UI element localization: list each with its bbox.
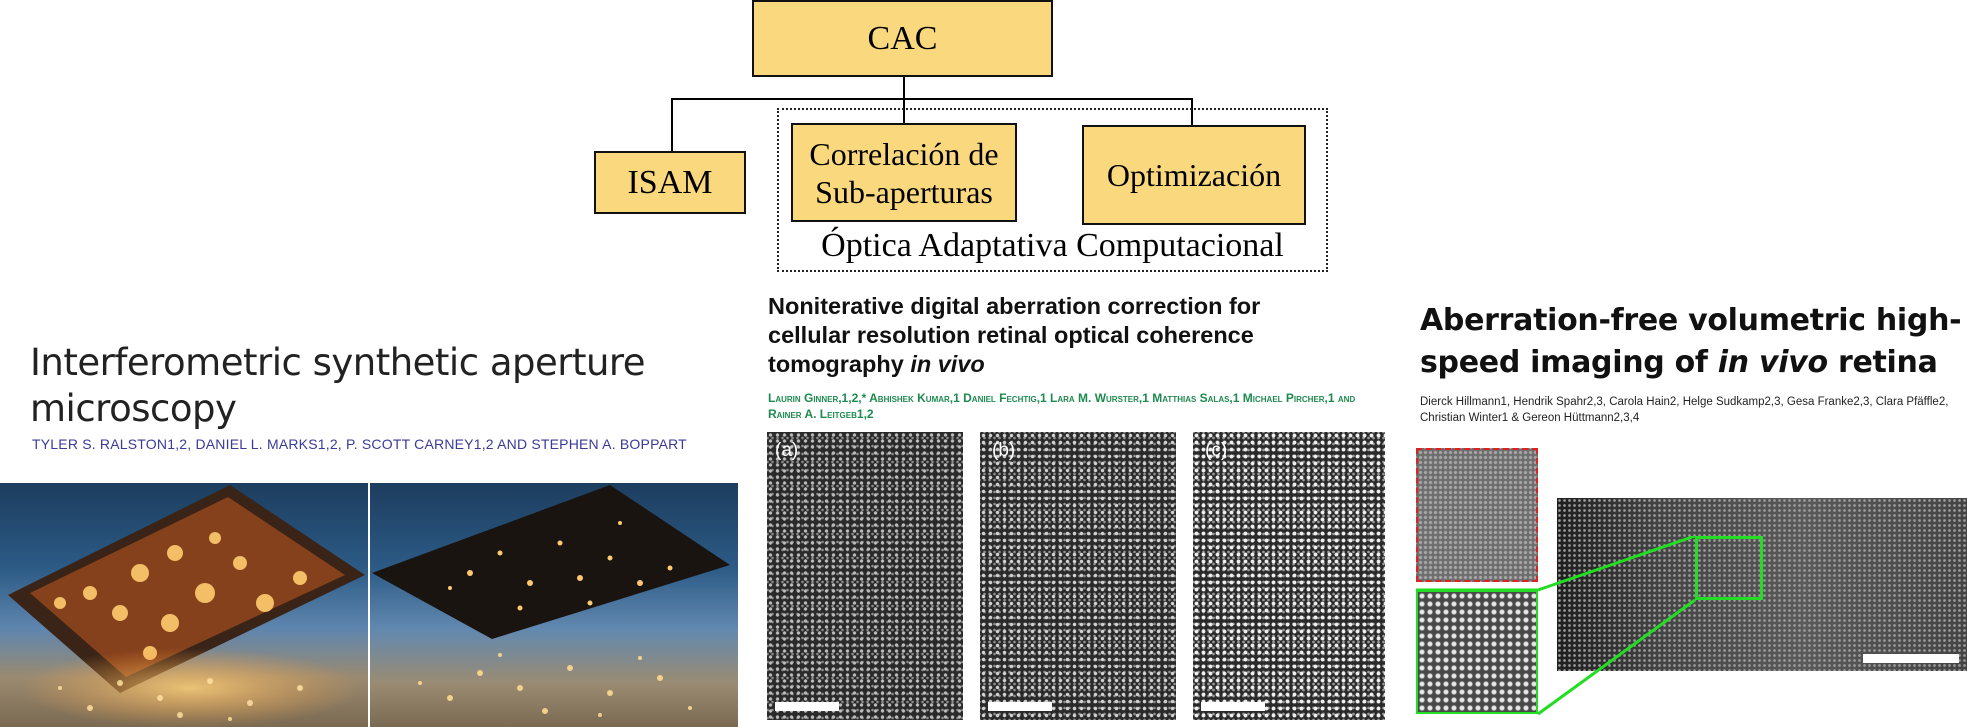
isam-render-left	[0, 483, 368, 727]
paper-isam-title: Interferometric synthetic aperture micro…	[30, 341, 646, 430]
oct-panel-b: (b)	[980, 432, 1176, 720]
oct-panel-b-label: (b)	[992, 440, 1016, 461]
retina-zoom-box	[1695, 536, 1763, 600]
connector-root-stem	[903, 77, 905, 99]
cao-group-label: Óptica Adaptativa Computacional	[821, 227, 1284, 264]
retina-inset-bottom	[1416, 590, 1538, 714]
oct-panel-a-scalebar	[775, 702, 839, 711]
cac-box: CAC	[752, 0, 1053, 77]
isam-label: ISAM	[627, 163, 713, 201]
paper-aberration-free-title-italic: in vivo	[1717, 345, 1828, 380]
paper-aberration-free-title-line1: Aberration-free volumetric high-	[1420, 303, 1962, 338]
cao-group-border	[777, 108, 1328, 272]
connector-optimizacion	[1191, 98, 1193, 125]
oct-panel-a-label: (a)	[775, 440, 799, 461]
connector-isam	[671, 98, 673, 151]
retina-scalebar	[1863, 654, 1959, 663]
paper-aberration-free-title-pre: speed imaging of	[1420, 345, 1708, 380]
paper-noniterative-title-italic: in vivo	[910, 351, 985, 377]
paper-aberration-free-authors: Dierck Hillmann1, Hendrik Spahr2,3, Caro…	[1420, 396, 1949, 424]
cac-label: CAC	[867, 19, 938, 57]
isam-render-left-graphic	[8, 485, 365, 727]
oct-panel-c-scalebar	[1201, 702, 1265, 711]
isam-render-right	[370, 483, 738, 727]
retina-main-image	[1557, 498, 1967, 671]
oct-panel-b-scalebar	[988, 702, 1052, 711]
paper-noniterative-authors: Laurin Ginner,1,2,* Abhishek Kumar,1 Dan…	[768, 391, 1356, 421]
oct-panel-c-label: (c)	[1205, 440, 1228, 461]
isam-render-right-graphic	[372, 485, 730, 717]
optimizacion-label: Optimización	[1106, 156, 1282, 193]
paper-isam-authors: TYLER S. RALSTON1,2, DANIEL L. MARKS1,2,…	[32, 436, 687, 452]
retina-zoom-connectors	[1416, 536, 1696, 716]
paper-aberration-free-title-block: Aberration-free volumetric high- speed i…	[1420, 300, 1967, 384]
connector-horizontal	[671, 98, 1193, 100]
oct-panel-c: (c)	[1193, 432, 1385, 720]
paper-noniterative-title-block: Noniterative digital aberration correcti…	[768, 292, 1348, 379]
retina-inset-top	[1416, 448, 1538, 582]
correlacion-box: Correlación de Sub-aperturas	[791, 123, 1017, 222]
paper-noniterative-title: Noniterative digital aberration correcti…	[768, 293, 1261, 377]
paper-aberration-free-title-post: retina	[1837, 345, 1938, 380]
connector-correlacion	[903, 98, 905, 123]
correlacion-label: Correlación de Sub-aperturas	[809, 135, 999, 210]
isam-box: ISAM	[594, 151, 746, 214]
oct-panel-a: (a)	[767, 432, 963, 720]
optimizacion-box: Optimización	[1082, 125, 1306, 225]
paper-aberration-free-title-line2: speed imaging of in vivo retina	[1420, 342, 1967, 384]
